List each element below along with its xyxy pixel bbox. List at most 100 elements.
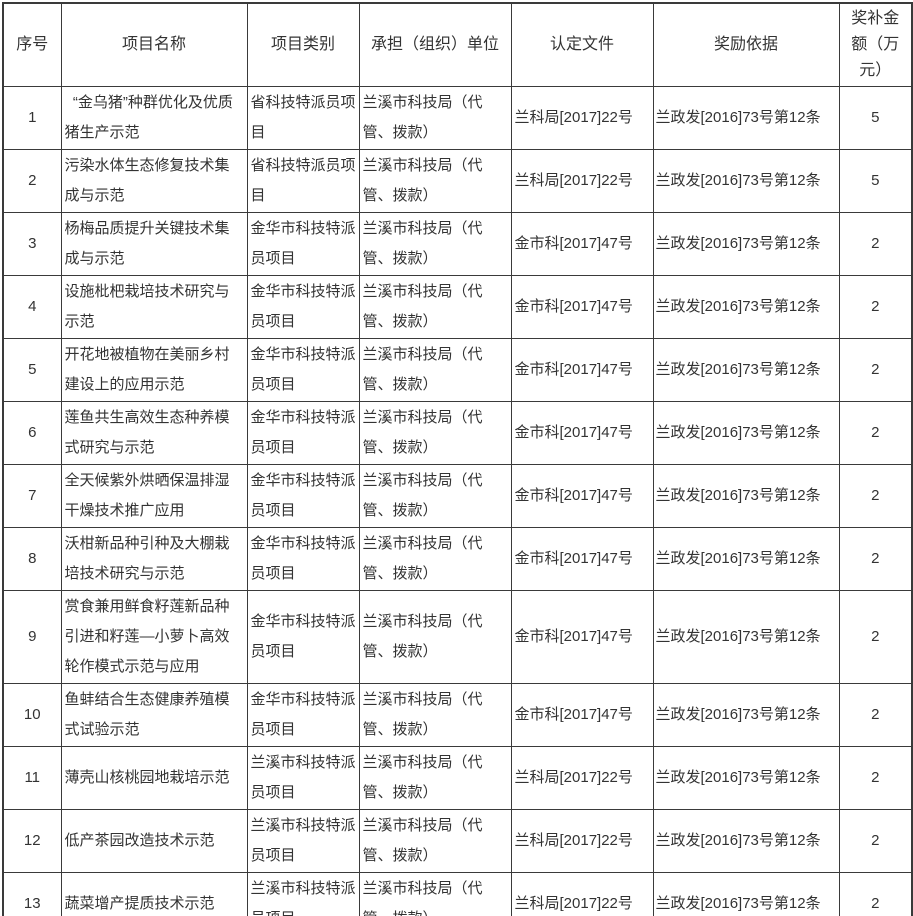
table-row: 2 污染水体生态修复技术集成与示范 省科技特派员项目 兰溪市科技局（代管、拨款）… <box>2 149 913 213</box>
cell-document: 兰科局[2017]22号 <box>510 149 654 213</box>
cell-category: 金华市科技特派员项目 <box>246 338 360 402</box>
cell-index: 1 <box>2 86 62 150</box>
cell-document: 金市科[2017]47号 <box>510 590 654 684</box>
cell-index: 9 <box>2 590 62 684</box>
cell-organization: 兰溪市科技局（代管、拨款） <box>358 872 512 916</box>
header-index: 序号 <box>2 2 62 87</box>
cell-organization: 兰溪市科技局（代管、拨款） <box>358 275 512 339</box>
cell-amount: 2 <box>838 401 913 465</box>
cell-basis: 兰政发[2016]73号第12条 <box>652 683 840 747</box>
cell-organization: 兰溪市科技局（代管、拨款） <box>358 338 512 402</box>
cell-project-name: 薄壳山核桃园地栽培示范 <box>60 746 248 810</box>
cell-organization: 兰溪市科技局（代管、拨款） <box>358 746 512 810</box>
header-organization: 承担（组织）单位 <box>358 2 512 87</box>
cell-document: 兰科局[2017]22号 <box>510 809 654 873</box>
cell-organization: 兰溪市科技局（代管、拨款） <box>358 149 512 213</box>
header-document: 认定文件 <box>510 2 654 87</box>
header-amount: 奖补金额（万元） <box>838 2 913 87</box>
cell-amount: 5 <box>838 149 913 213</box>
cell-category: 金华市科技特派员项目 <box>246 212 360 276</box>
cell-document: 金市科[2017]47号 <box>510 683 654 747</box>
cell-index: 12 <box>2 809 62 873</box>
header-project-name: 项目名称 <box>60 2 248 87</box>
header-basis: 奖励依据 <box>652 2 840 87</box>
cell-category: 省科技特派员项目 <box>246 86 360 150</box>
table-row: 5 开花地被植物在美丽乡村建设上的应用示范 金华市科技特派员项目 兰溪市科技局（… <box>2 338 913 402</box>
cell-index: 5 <box>2 338 62 402</box>
cell-index: 10 <box>2 683 62 747</box>
cell-organization: 兰溪市科技局（代管、拨款） <box>358 86 512 150</box>
cell-project-name: 杨梅品质提升关键技术集成与示范 <box>60 212 248 276</box>
cell-category: 兰溪市科技特派员项目 <box>246 809 360 873</box>
cell-amount: 2 <box>838 212 913 276</box>
cell-document: 金市科[2017]47号 <box>510 212 654 276</box>
cell-category: 金华市科技特派员项目 <box>246 401 360 465</box>
cell-project-name: 开花地被植物在美丽乡村建设上的应用示范 <box>60 338 248 402</box>
table-row: 3 杨梅品质提升关键技术集成与示范 金华市科技特派员项目 兰溪市科技局（代管、拨… <box>2 212 913 276</box>
cell-organization: 兰溪市科技局（代管、拨款） <box>358 809 512 873</box>
cell-amount: 2 <box>838 464 913 528</box>
table-row: 6 莲鱼共生高效生态种养模式研究与示范 金华市科技特派员项目 兰溪市科技局（代管… <box>2 401 913 465</box>
cell-project-name: “金乌猪”种群优化及优质猪生产示范 <box>60 86 248 150</box>
table-row: 8 沃柑新品种引种及大棚栽培技术研究与示范 金华市科技特派员项目 兰溪市科技局（… <box>2 527 913 591</box>
table-row: 7 全天候紫外烘晒保温排湿干燥技术推广应用 金华市科技特派员项目 兰溪市科技局（… <box>2 464 913 528</box>
cell-category: 省科技特派员项目 <box>246 149 360 213</box>
cell-amount: 2 <box>838 527 913 591</box>
cell-basis: 兰政发[2016]73号第12条 <box>652 149 840 213</box>
cell-document: 金市科[2017]47号 <box>510 527 654 591</box>
cell-basis: 兰政发[2016]73号第12条 <box>652 527 840 591</box>
table-row: 9 赏食兼用鲜食籽莲新品种引进和籽莲—小萝卜高效轮作模式示范与应用 金华市科技特… <box>2 590 913 684</box>
cell-organization: 兰溪市科技局（代管、拨款） <box>358 212 512 276</box>
table-row: 13 蔬菜增产提质技术示范 兰溪市科技特派员项目 兰溪市科技局（代管、拨款） 兰… <box>2 872 913 916</box>
cell-organization: 兰溪市科技局（代管、拨款） <box>358 683 512 747</box>
cell-basis: 兰政发[2016]73号第12条 <box>652 338 840 402</box>
table-header-row: 序号 项目名称 项目类别 承担（组织）单位 认定文件 奖励依据 奖补金额（万元） <box>2 2 913 87</box>
cell-amount: 2 <box>838 590 913 684</box>
cell-basis: 兰政发[2016]73号第12条 <box>652 275 840 339</box>
cell-project-name: 全天候紫外烘晒保温排湿干燥技术推广应用 <box>60 464 248 528</box>
cell-amount: 2 <box>838 338 913 402</box>
cell-index: 6 <box>2 401 62 465</box>
cell-organization: 兰溪市科技局（代管、拨款） <box>358 527 512 591</box>
cell-category: 兰溪市科技特派员项目 <box>246 746 360 810</box>
table-row: 10 鱼蚌结合生态健康养殖模式试验示范 金华市科技特派员项目 兰溪市科技局（代管… <box>2 683 913 747</box>
cell-index: 11 <box>2 746 62 810</box>
cell-basis: 兰政发[2016]73号第12条 <box>652 401 840 465</box>
cell-basis: 兰政发[2016]73号第12条 <box>652 590 840 684</box>
cell-project-name: 赏食兼用鲜食籽莲新品种引进和籽莲—小萝卜高效轮作模式示范与应用 <box>60 590 248 684</box>
cell-document: 兰科局[2017]22号 <box>510 86 654 150</box>
cell-document: 兰科局[2017]22号 <box>510 872 654 916</box>
table-body: 1 “金乌猪”种群优化及优质猪生产示范 省科技特派员项目 兰溪市科技局（代管、拨… <box>2 86 913 916</box>
cell-amount: 2 <box>838 275 913 339</box>
cell-project-name: 鱼蚌结合生态健康养殖模式试验示范 <box>60 683 248 747</box>
cell-project-name: 设施枇杷栽培技术研究与示范 <box>60 275 248 339</box>
cell-category: 金华市科技特派员项目 <box>246 683 360 747</box>
cell-organization: 兰溪市科技局（代管、拨款） <box>358 401 512 465</box>
cell-amount: 2 <box>838 872 913 916</box>
cell-category: 兰溪市科技特派员项目 <box>246 872 360 916</box>
cell-basis: 兰政发[2016]73号第12条 <box>652 746 840 810</box>
cell-index: 7 <box>2 464 62 528</box>
cell-project-name: 沃柑新品种引种及大棚栽培技术研究与示范 <box>60 527 248 591</box>
cell-category: 金华市科技特派员项目 <box>246 527 360 591</box>
cell-index: 13 <box>2 872 62 916</box>
cell-document: 金市科[2017]47号 <box>510 401 654 465</box>
cell-index: 3 <box>2 212 62 276</box>
cell-project-name: 莲鱼共生高效生态种养模式研究与示范 <box>60 401 248 465</box>
cell-project-name: 蔬菜增产提质技术示范 <box>60 872 248 916</box>
cell-amount: 2 <box>838 683 913 747</box>
cell-document: 金市科[2017]47号 <box>510 275 654 339</box>
cell-document: 金市科[2017]47号 <box>510 464 654 528</box>
table-row: 12 低产茶园改造技术示范 兰溪市科技特派员项目 兰溪市科技局（代管、拨款） 兰… <box>2 809 913 873</box>
cell-amount: 2 <box>838 809 913 873</box>
cell-basis: 兰政发[2016]73号第12条 <box>652 809 840 873</box>
cell-project-name: 低产茶园改造技术示范 <box>60 809 248 873</box>
cell-amount: 5 <box>838 86 913 150</box>
cell-category: 金华市科技特派员项目 <box>246 590 360 684</box>
cell-index: 2 <box>2 149 62 213</box>
cell-amount: 2 <box>838 746 913 810</box>
cell-category: 金华市科技特派员项目 <box>246 464 360 528</box>
table-row: 11 薄壳山核桃园地栽培示范 兰溪市科技特派员项目 兰溪市科技局（代管、拨款） … <box>2 746 913 810</box>
